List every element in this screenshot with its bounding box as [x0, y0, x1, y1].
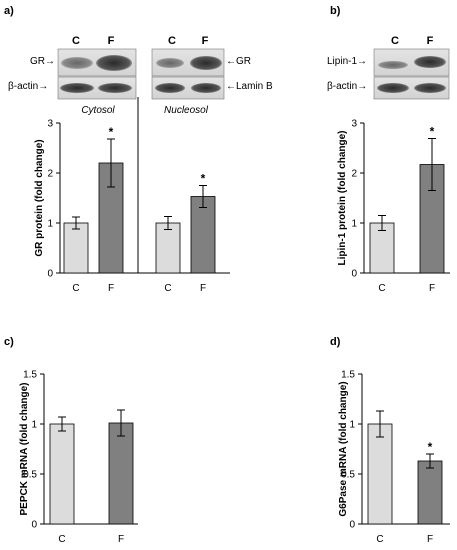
blot-lipin-lane-c: C: [391, 35, 399, 47]
blot-nucleosol-lane-f: F: [202, 35, 209, 47]
x-category-label: C: [58, 534, 65, 545]
y-tick-label: 1: [351, 219, 357, 230]
y-tick-label: 3: [351, 119, 357, 130]
blot-nucleosol-gr-band-f: [190, 56, 222, 70]
y-axis-label: Lipin-1 protein (fold change): [337, 131, 348, 266]
x-category-label: F: [108, 283, 114, 294]
chart-pepck-mrna: 0 0.5 1 1.5 PEPCK mRNA (fold change) C F: [19, 370, 138, 545]
panel-label-c: c): [4, 336, 14, 348]
y-tick-label: 2: [47, 169, 53, 180]
x-category-label: C: [164, 283, 171, 294]
bar: [155, 222, 181, 274]
blot-lipin-row2-label: β-actin→: [327, 81, 367, 92]
blot-nucleosol-lamin-membrane: [151, 76, 225, 100]
bar: [108, 422, 134, 525]
blot-lipin-row2-membrane: [373, 76, 450, 100]
y-tick-label: 1: [31, 420, 37, 431]
blot-nucleosol-gr-label: ←GR: [226, 56, 251, 67]
x-category-label: F: [200, 283, 206, 294]
significance-mark: *: [430, 125, 435, 139]
blot-nucleosol-lamin-band-f: [191, 83, 221, 93]
blot-nucleosol: C F ←GR ←Lamin B Nucleosol: [151, 35, 273, 116]
blot-cytosol-caption: Cytosol: [81, 105, 115, 116]
y-tick-label: 0.5: [341, 470, 355, 481]
chart-gr-protein: 0 1 2 3GR protein (fold change) C * F C * F: [34, 97, 230, 294]
y-tick-label: 2: [351, 169, 357, 180]
y-tick-label: 0: [31, 520, 37, 531]
blot-nucleosol-lamin-band-c: [155, 83, 185, 93]
blot-nucleosol-caption: Nucleosol: [164, 105, 209, 116]
x-category-label: F: [427, 534, 433, 545]
blot-cytosol-actin-band-f: [98, 83, 132, 93]
y-tick-label: 3: [47, 119, 53, 130]
x-category-label: C: [378, 283, 385, 294]
bar: [367, 423, 393, 525]
blot-lipin-row2-band-c: [377, 83, 409, 93]
blot-nucleosol-lamin-label: ←Lamin B: [226, 81, 273, 92]
bar: [190, 196, 216, 274]
bar: [63, 222, 89, 274]
y-tick-label: 1.5: [341, 370, 355, 381]
blot-cytosol-actin-label: β-actin→: [8, 81, 48, 92]
blot-nucleosol-lane-c: C: [168, 35, 176, 47]
blot-cytosol-actin-membrane: [57, 76, 137, 100]
y-tick-label: 0: [351, 269, 357, 280]
y-tick-label: 0.5: [23, 470, 37, 481]
blot-lipin-row1-label: Lipin-1→: [327, 56, 367, 67]
bar: [369, 222, 395, 274]
significance-mark: *: [201, 172, 206, 186]
bar: [417, 460, 443, 525]
y-tick-label: 0: [349, 520, 355, 531]
blot-nucleosol-gr-band-c: [156, 58, 184, 68]
blot-lipin-row2-band-f: [414, 83, 446, 93]
y-tick-label: 0: [47, 269, 53, 280]
x-category-label: C: [72, 283, 79, 294]
y-axis-label: GR protein (fold change): [34, 139, 45, 256]
blot-cytosol-gr-label: GR→: [30, 56, 55, 67]
blot-cytosol-gr-band-c: [61, 57, 93, 69]
blot-cytosol-lane-c: C: [72, 35, 80, 47]
blot-lipin-row1-band-c: [378, 61, 408, 69]
panel-label-a: a): [4, 5, 14, 17]
x-category-label: F: [118, 534, 124, 545]
y-axis-label: PEPCK mRNA (fold change): [19, 383, 30, 516]
blot-cytosol-lane-f: F: [108, 35, 115, 47]
significance-mark: *: [428, 440, 433, 454]
y-tick-label: 1: [47, 219, 53, 230]
y-axis-label: G6Pase mRNA (fold change): [338, 381, 349, 516]
blot-lipin-row1-band-f: [414, 56, 446, 68]
blot-cytosol-gr-band-f: [96, 55, 132, 71]
y-tick-label: 1: [349, 420, 355, 431]
blot-cytosol-actin-band-c: [60, 83, 94, 93]
blot-cytosol: C F GR→ β-actin→ Cytosol: [8, 35, 137, 116]
significance-mark: *: [109, 125, 114, 139]
panel-label-d: d): [330, 336, 341, 348]
y-tick-label: 1.5: [23, 370, 37, 381]
bar: [49, 423, 75, 525]
panel-label-b: b): [330, 5, 341, 17]
blot-lipin-lane-f: F: [427, 35, 434, 47]
x-category-label: F: [429, 283, 435, 294]
x-category-label: C: [376, 534, 383, 545]
blot-lipin: C F Lipin-1→ β-actin→: [327, 35, 450, 100]
